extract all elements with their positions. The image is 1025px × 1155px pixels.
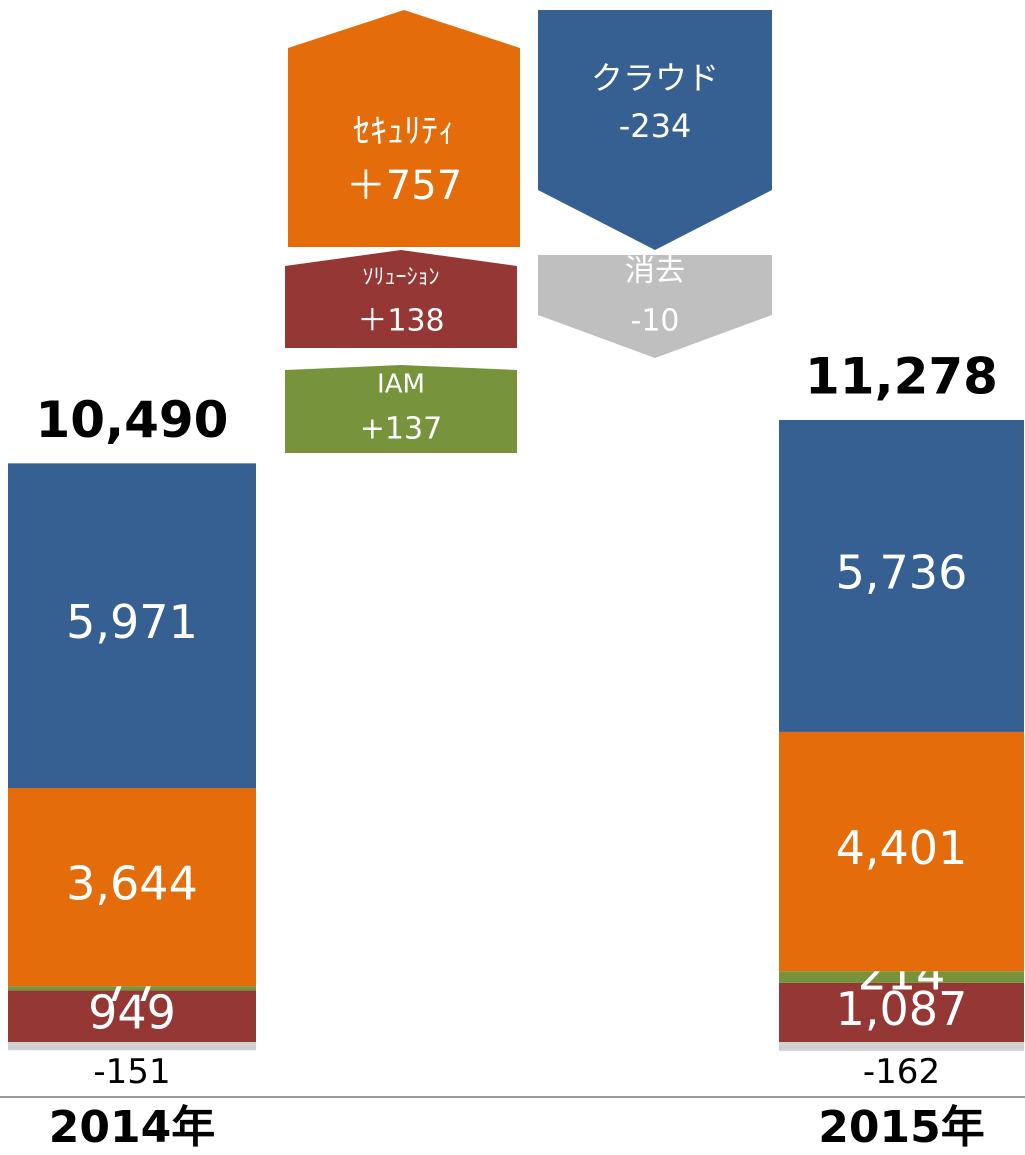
- change-name: ｿﾘｭｰｼｮﾝ: [362, 265, 439, 290]
- category-label: 2015年: [818, 1102, 984, 1153]
- total-label: 10,490: [36, 391, 229, 449]
- change-label: -234: [619, 107, 692, 145]
- value-label: 3,644: [66, 857, 198, 911]
- value-label: 949: [88, 986, 176, 1040]
- change-name: ｾｷｭﾘﾃｨ: [353, 112, 455, 152]
- bar-segment: [779, 982, 1024, 1042]
- category-label: 2014年: [49, 1102, 215, 1153]
- bar-segment: [8, 990, 256, 1042]
- change-arrow: [538, 255, 772, 358]
- bar-segment: [8, 986, 256, 991]
- value-label: 1,087: [836, 982, 968, 1036]
- change-name: IAM: [377, 370, 425, 400]
- change-name: 消去: [625, 254, 685, 289]
- change-label: +137: [360, 412, 442, 447]
- change-label: -10: [631, 304, 680, 339]
- change-label: ＋138: [357, 304, 444, 339]
- bar-segment: [779, 971, 1024, 983]
- change-arrow: [288, 10, 520, 247]
- bar-segment: [8, 788, 256, 987]
- value-label: -151: [93, 1052, 170, 1092]
- change-name: クラウド: [591, 59, 719, 97]
- value-label: -162: [863, 1052, 940, 1092]
- bar-segment: [779, 731, 1024, 972]
- change-arrow: [538, 10, 772, 250]
- change-arrow: [285, 365, 517, 453]
- change-arrow: [285, 250, 517, 348]
- value-label: 5,736: [836, 545, 968, 599]
- value-label: 5,971: [66, 595, 198, 649]
- value-label: 4,401: [836, 821, 968, 875]
- total-label: 11,278: [805, 348, 998, 406]
- bar-segment: [8, 463, 256, 789]
- change-label: ＋757: [346, 163, 462, 209]
- bar-segment: [779, 420, 1024, 732]
- bar-segment: [8, 1042, 256, 1051]
- bar-segment: [779, 1042, 1024, 1051]
